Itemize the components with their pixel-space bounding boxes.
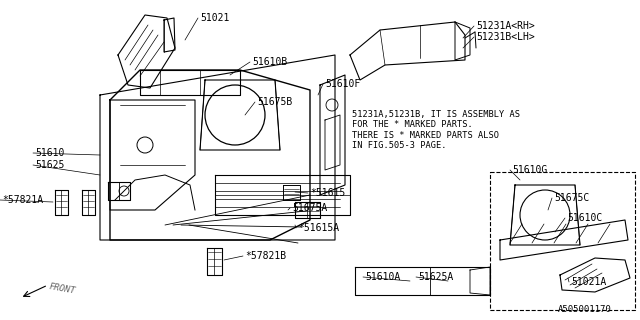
Text: 51231A<RH>: 51231A<RH> xyxy=(476,21,535,31)
Text: 51610B: 51610B xyxy=(252,57,287,67)
Text: 51610C: 51610C xyxy=(567,213,602,223)
Text: *51615A: *51615A xyxy=(298,223,339,233)
Text: 51231A,51231B, IT IS ASSEMBLY AS
FOR THE * MARKED PARTS.
THERE IS * MARKED PARTS: 51231A,51231B, IT IS ASSEMBLY AS FOR THE… xyxy=(352,110,520,150)
Text: 51675C: 51675C xyxy=(554,193,589,203)
Text: *51615: *51615 xyxy=(310,188,345,198)
Text: 51610A: 51610A xyxy=(365,272,400,282)
Text: 51675A: 51675A xyxy=(292,203,327,213)
Text: 51610F: 51610F xyxy=(325,79,360,89)
Text: 51675B: 51675B xyxy=(257,97,292,107)
Text: *57821B: *57821B xyxy=(245,251,286,261)
Text: A505001170: A505001170 xyxy=(558,305,612,314)
Text: 51021: 51021 xyxy=(200,13,229,23)
Text: 51625: 51625 xyxy=(35,160,65,170)
Text: FRONT: FRONT xyxy=(49,282,76,296)
Text: 51610: 51610 xyxy=(35,148,65,158)
Text: *57821A: *57821A xyxy=(2,195,43,205)
Text: 51610G: 51610G xyxy=(512,165,547,175)
Text: 51625A: 51625A xyxy=(418,272,453,282)
Text: 51231B<LH>: 51231B<LH> xyxy=(476,32,535,42)
Text: 51021A: 51021A xyxy=(571,277,606,287)
